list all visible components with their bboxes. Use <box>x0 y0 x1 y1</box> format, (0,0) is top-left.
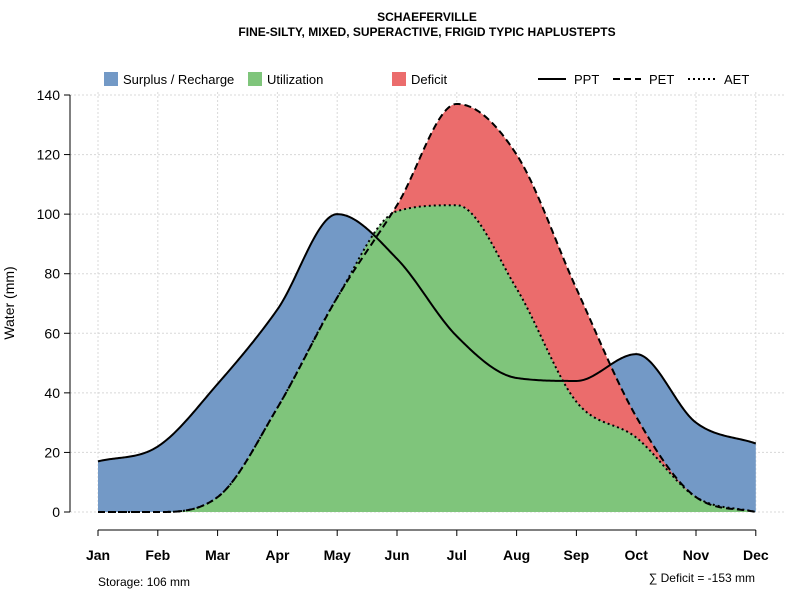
legend-label: PPT <box>574 72 599 87</box>
x-tick-label: Dec <box>743 547 769 563</box>
area-deficit <box>98 103 756 512</box>
y-tick-label: 80 <box>44 266 60 282</box>
y-tick-label: 100 <box>37 206 61 222</box>
y-tick-label: 0 <box>52 504 60 520</box>
storage-annotation: Storage: 106 mm <box>98 575 190 589</box>
x-tick-label: Aug <box>503 547 530 563</box>
x-tick-label: Apr <box>265 547 290 563</box>
y-tick-label: 120 <box>37 147 61 163</box>
y-axis-label: Water (mm) <box>1 266 17 339</box>
x-tick-label: Sep <box>564 547 590 563</box>
legend-label: Utilization <box>267 72 323 87</box>
series-line-ppt <box>97 213 757 463</box>
x-tick-label: Mar <box>205 547 230 563</box>
legend-label: PET <box>649 72 674 87</box>
x-tick-label: Oct <box>625 547 649 563</box>
legend-swatch <box>392 72 406 86</box>
x-tick-label: Feb <box>145 547 170 563</box>
legend: Surplus / Recharge Utilization Deficit PPT P… <box>104 72 749 87</box>
y-tick-label: 60 <box>44 325 60 341</box>
deficit-annotation: ∑ Deficit = -153 mm <box>649 571 755 585</box>
legend-label: AET <box>724 72 749 87</box>
chart-title: SCHAEFERVILLE <box>377 10 477 24</box>
x-tick-label: Nov <box>683 547 710 563</box>
y-tick-label: 20 <box>44 444 60 460</box>
y-tick-label: 140 <box>37 87 61 103</box>
x-tick-label: May <box>324 547 351 563</box>
chart-subtitle: FINE-SILTY, MIXED, SUPERACTIVE, FRIGID T… <box>238 25 615 39</box>
axes: 0 20 40 60 80 100 120 140 Jan Feb Mar Apr May Jun Jul A… <box>37 87 769 563</box>
x-tick-label: Jul <box>447 547 467 563</box>
legend-label: Surplus / Recharge <box>123 72 234 87</box>
series-line-aet <box>98 204 757 513</box>
legend-label: Deficit <box>411 72 448 87</box>
series-lines <box>97 102 757 513</box>
x-tick-label: Jan <box>86 547 110 563</box>
x-tick-label: Jun <box>385 547 410 563</box>
legend-swatch <box>104 72 118 86</box>
y-tick-label: 40 <box>44 385 60 401</box>
legend-swatch <box>248 72 262 86</box>
